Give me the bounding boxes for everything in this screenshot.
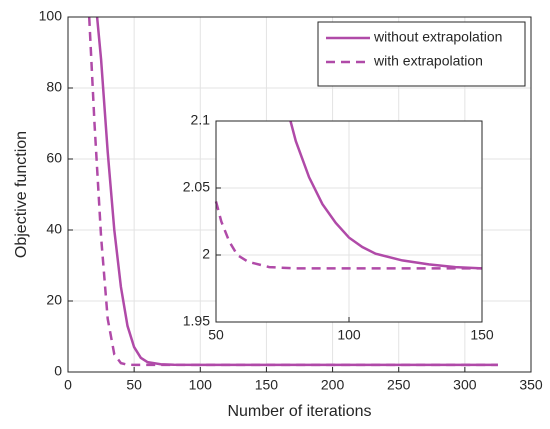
y-tick-label: 2.05 [183, 179, 210, 195]
x-tick-label: 100 [337, 327, 361, 343]
series-line [289, 120, 483, 270]
x-tick-label: 150 [470, 327, 494, 343]
axes-box [215, 120, 483, 323]
x-tick-label: 250 [387, 377, 411, 393]
x-tick-label: 150 [255, 377, 279, 393]
y-tick-label: 1.95 [183, 313, 210, 329]
y-tick-label: 60 [46, 150, 62, 166]
series-line [87, 16, 498, 367]
x-tick-label: 300 [453, 377, 477, 393]
y-tick-label: 2.1 [191, 112, 211, 128]
x-tick-label: 350 [519, 377, 543, 393]
y-tick-label: 80 [46, 79, 62, 95]
x-tick-label: 50 [126, 377, 142, 393]
legend-label: with extrapolation [373, 53, 483, 69]
legend-label: without extrapolation [373, 29, 502, 45]
x-tick-label: 200 [321, 377, 345, 393]
y-tick-label: 100 [39, 8, 63, 24]
legend-box [317, 21, 526, 87]
x-tick-label: 0 [64, 377, 72, 393]
x-axis-label: Number of iterations [227, 403, 371, 420]
y-tick-label: 2 [202, 246, 210, 262]
x-tick-label: 100 [189, 377, 213, 393]
y-tick-label: 0 [54, 363, 62, 379]
y-axis-label: Objective function [13, 131, 30, 258]
y-tick-label: 20 [46, 292, 62, 308]
y-tick-label: 40 [46, 221, 62, 237]
axes-box [67, 16, 532, 373]
x-tick-label: 50 [208, 327, 224, 343]
series-line [214, 201, 482, 270]
